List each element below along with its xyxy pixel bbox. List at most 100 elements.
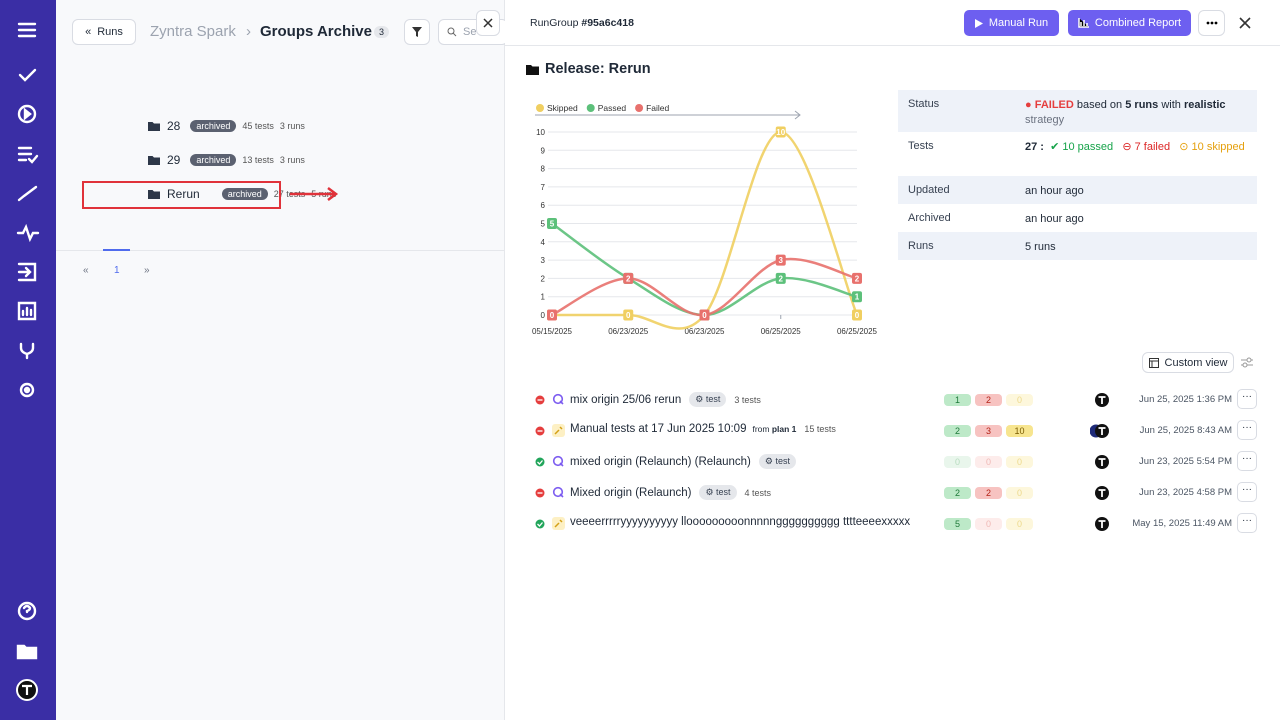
origin-ring xyxy=(552,486,564,498)
avatar-glyph xyxy=(1098,520,1106,528)
tests-failed: 7 failed xyxy=(1134,141,1171,153)
result-glyph xyxy=(537,460,543,465)
pagination-next[interactable]: » xyxy=(144,265,150,276)
runs-info-row: Runs 5 runs xyxy=(898,232,1257,260)
x-tick-label: 06/25/2025 xyxy=(761,327,802,336)
run-more-button[interactable]: ··· xyxy=(1237,389,1257,409)
legend-label: Skipped xyxy=(547,103,578,113)
run-tests: 15 tests xyxy=(804,424,836,434)
origin-ring xyxy=(552,393,564,405)
status-label: Status xyxy=(908,98,940,110)
point-label: 1 xyxy=(855,293,860,302)
help-icon[interactable] xyxy=(17,601,37,621)
point-label-bg xyxy=(775,272,786,284)
more-button[interactable] xyxy=(1198,10,1225,36)
pagination-prev[interactable]: « xyxy=(83,265,89,276)
plans-icon[interactable] xyxy=(17,146,39,164)
custom-view-button[interactable]: Custom view xyxy=(1142,352,1234,373)
settings-toggle[interactable] xyxy=(1241,357,1253,368)
run-tag: ⚙ test xyxy=(689,392,727,407)
avatar-glyph xyxy=(1098,396,1106,404)
run-more-button[interactable]: ··· xyxy=(1237,420,1257,440)
status-result: FAILED xyxy=(1034,99,1074,111)
run-name: Manual tests at 17 Jun 2025 10:09 xyxy=(570,423,747,435)
run-more-button[interactable]: ··· xyxy=(1237,451,1257,471)
run-passed-count: 1 xyxy=(944,394,971,406)
run-tag: ⚙ test xyxy=(758,454,796,469)
run-row[interactable]: Manual tests at 17 Jun 2025 10:09 from pl… xyxy=(535,420,1260,442)
group-row[interactable]: 29 archived 13 tests 3 runs xyxy=(148,150,305,170)
tests-label: Tests xyxy=(908,140,934,152)
projects-icon[interactable] xyxy=(16,644,38,660)
project-name[interactable]: Zyntra Spark xyxy=(150,23,236,40)
filter-button[interactable] xyxy=(404,19,430,45)
report-icon xyxy=(1078,18,1089,28)
analytics-icon[interactable] xyxy=(17,301,37,321)
group-row[interactable]: 28 archived 45 tests 3 runs xyxy=(148,116,305,136)
steps-icon[interactable] xyxy=(17,185,38,202)
custom-view-label: Custom view xyxy=(1164,356,1228,369)
archived-value: an hour ago xyxy=(1025,213,1084,225)
runs-icon[interactable] xyxy=(17,104,37,124)
point-label: 2 xyxy=(626,274,631,283)
run-skipped-count: 0 xyxy=(1006,487,1033,499)
header-divider xyxy=(505,45,1280,46)
group-name: 29 xyxy=(167,153,181,167)
pagination-current[interactable]: 1 xyxy=(114,265,120,276)
run-row[interactable]: mixed origin (Relaunch) (Relaunch) ⚙ test… xyxy=(535,451,1260,473)
updated-label: Updated xyxy=(908,184,950,196)
point-label: 10 xyxy=(776,128,785,137)
group-tests: 45 tests xyxy=(242,121,274,131)
x-tick-label: 06/23/2025 xyxy=(608,327,649,336)
group-tests: 13 tests xyxy=(242,155,274,165)
legend-swatch xyxy=(635,104,644,112)
legend-arrow xyxy=(535,110,801,120)
run-more-button[interactable]: ··· xyxy=(1237,482,1257,502)
settings-icon[interactable] xyxy=(19,382,35,398)
run-skipped-count: 0 xyxy=(1006,456,1033,468)
view-icon xyxy=(1148,357,1159,368)
back-button[interactable]: « Runs xyxy=(72,19,136,45)
search-placeholder: Se xyxy=(463,26,477,38)
menu-icon[interactable] xyxy=(17,22,37,38)
y-tick-label: 2 xyxy=(541,274,546,283)
y-tick-label: 10 xyxy=(536,128,545,137)
import-icon[interactable] xyxy=(17,262,37,282)
archived-label: Archived xyxy=(908,212,951,224)
run-skipped-count: 10 xyxy=(1006,425,1033,437)
run-name: mix origin 25/06 rerun xyxy=(570,393,682,406)
close-button[interactable] xyxy=(1239,17,1251,29)
run-name-cell: Manual tests at 17 Jun 2025 10:09 from pl… xyxy=(570,423,937,435)
manual-run-button[interactable]: Manual Run xyxy=(964,10,1059,36)
branch-icon[interactable] xyxy=(19,342,35,360)
plan-prefix: from xyxy=(752,424,770,434)
sidebar xyxy=(0,0,56,720)
origin-glyph xyxy=(554,426,563,435)
run-row[interactable]: Mixed origin (Relaunch) ⚙ test 4 tests 2 2 0 J… xyxy=(535,482,1260,504)
run-row[interactable]: mix origin 25/06 rerun ⚙ test 3 tests 1 2 0 Ju… xyxy=(535,389,1260,411)
point-label: 2 xyxy=(779,274,784,283)
close-pane-button[interactable] xyxy=(476,10,500,36)
back-label: Runs xyxy=(97,26,123,38)
legend-label: Failed xyxy=(646,103,669,113)
legend-label: Passed xyxy=(598,103,627,113)
pulse-icon[interactable] xyxy=(16,223,40,243)
origin-icon xyxy=(552,486,564,498)
group-name: Rerun xyxy=(167,187,200,201)
run-skipped-count: 0 xyxy=(1006,394,1033,406)
avatar-glyph xyxy=(1098,458,1106,466)
point-label: 0 xyxy=(626,311,631,320)
run-row[interactable]: veeeerrrrryyyyyyyyyy llooooooooonnnnnggg… xyxy=(535,513,1260,535)
point-label: 0 xyxy=(702,311,707,320)
run-more-button[interactable]: ··· xyxy=(1237,513,1257,533)
check-icon[interactable] xyxy=(18,68,37,82)
tag-label: test xyxy=(716,487,731,497)
user-avatar[interactable] xyxy=(16,679,38,701)
tests-passed: 10 passed xyxy=(1062,141,1114,153)
combined-report-button[interactable]: Combined Report xyxy=(1068,10,1191,36)
highlight-box xyxy=(82,181,281,209)
run-passed-count: 2 xyxy=(944,425,971,437)
status-row: Status ● FAILED based on 5 runs with rea… xyxy=(898,90,1257,132)
